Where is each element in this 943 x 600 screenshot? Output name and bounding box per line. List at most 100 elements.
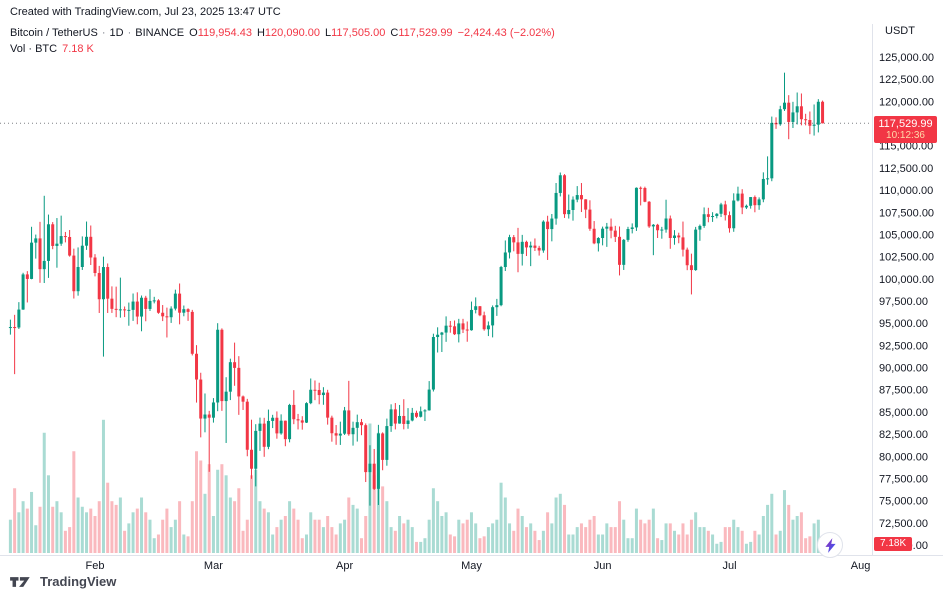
volume-bar	[491, 523, 495, 553]
volume-bar	[25, 508, 29, 553]
volume-bar	[343, 519, 347, 553]
candle-body	[457, 323, 461, 335]
volume-bar	[190, 501, 194, 553]
candle-body	[677, 235, 681, 238]
volume-label[interactable]: Vol · BTC	[10, 43, 58, 55]
candle-body	[554, 192, 558, 219]
candle-body	[182, 309, 186, 313]
candle-body	[406, 420, 410, 424]
volume-bar	[571, 534, 575, 553]
candle-body	[292, 404, 296, 420]
candle-body	[165, 316, 169, 318]
separator-dot: ·	[127, 27, 132, 39]
volume-bar	[228, 497, 232, 553]
volume-bar	[34, 525, 38, 553]
volume-bar	[72, 451, 76, 553]
candle-body	[25, 274, 29, 279]
price-tick-label: 105,000.00	[879, 230, 934, 242]
volume-bar	[596, 534, 600, 553]
candle-body	[808, 120, 812, 126]
brand-name: TradingView	[40, 574, 117, 589]
volume-bar	[448, 534, 452, 553]
volume-bar	[334, 534, 338, 553]
volume-bar	[601, 534, 605, 553]
candle-body	[427, 389, 431, 411]
volume-bar	[457, 519, 461, 553]
candle-body	[520, 241, 524, 254]
month-tick-label: Apr	[336, 560, 353, 572]
volume-bar	[182, 534, 186, 553]
candle-body	[461, 323, 465, 330]
candle-body	[618, 236, 622, 265]
volume-badge: 7.18K	[874, 537, 913, 551]
candle-body	[275, 417, 279, 434]
volume-bar	[233, 501, 237, 553]
quote-currency-label: USDT	[885, 25, 915, 37]
candle-body	[42, 260, 46, 270]
tradingview-logo-icon	[10, 576, 30, 587]
volume-bar	[647, 519, 651, 553]
volume-bar	[427, 519, 431, 553]
candle-body	[651, 224, 655, 227]
instant-trading-button[interactable]	[817, 532, 843, 558]
candle-body	[326, 392, 330, 418]
time-scale[interactable]: Feb Mar Apr May Jun Jul Aug	[86, 560, 871, 572]
candle-body	[469, 309, 473, 331]
volume-bar	[398, 516, 402, 553]
candle-body	[821, 101, 825, 124]
candle-body	[169, 308, 173, 318]
volume-bar	[89, 508, 93, 553]
volume-bar	[588, 519, 592, 553]
volume-bar	[127, 523, 131, 553]
candle-body	[719, 204, 723, 214]
volume-bar	[123, 530, 127, 553]
candle-body	[753, 197, 757, 206]
volume-bar	[330, 527, 334, 553]
volume-bar	[275, 527, 279, 553]
volume-bar	[93, 516, 97, 553]
volume-bar	[795, 516, 799, 553]
candle-body	[647, 201, 651, 227]
volume-bar	[76, 497, 80, 553]
candle-body	[343, 410, 347, 434]
volume-bar	[778, 530, 782, 553]
axes	[0, 24, 943, 556]
price-tick-label: 125,000.00	[879, 52, 934, 64]
candle-body	[706, 214, 710, 217]
price-scale[interactable]: 125,000.00122,500.00120,000.00117,500.00…	[879, 52, 934, 552]
candle-body	[250, 449, 254, 469]
candle-body	[118, 309, 122, 311]
symbol-title[interactable]: Bitcoin / TetherUS	[10, 27, 98, 39]
volume-bar	[685, 534, 689, 553]
volume-bar	[245, 519, 249, 553]
last-price-value: 117,529.99	[878, 118, 933, 130]
candle-body	[190, 311, 194, 354]
footer-brand[interactable]: TradingView	[10, 574, 116, 589]
volume-bar	[347, 497, 351, 553]
price-tick-label: 122,500.00	[879, 74, 934, 86]
volume-row: Vol · BTC 7.18 K	[10, 41, 555, 57]
volume-bar	[766, 504, 770, 553]
month-tick-label: Mar	[204, 560, 223, 572]
candle-body	[59, 236, 63, 244]
candle-body	[482, 315, 486, 330]
volume-bar	[520, 516, 524, 553]
candlestick-series	[8, 72, 825, 506]
volume-bar	[804, 538, 808, 553]
interval-label[interactable]: 1D	[109, 27, 124, 39]
chart-legend: Bitcoin / TetherUS · 1D · BINANCE O119,954.43…	[10, 25, 555, 57]
candle-body	[262, 423, 266, 447]
volume-bar	[558, 493, 562, 553]
candle-body	[135, 301, 139, 317]
candle-body	[30, 242, 34, 279]
volume-bar	[359, 538, 363, 553]
price-tick-label: 85,000.00	[879, 407, 928, 419]
candle-body	[698, 225, 702, 230]
candle-body	[288, 404, 292, 440]
candle-body	[728, 215, 731, 229]
volume-bar	[719, 541, 723, 553]
candle-body	[321, 392, 325, 396]
candle-body	[161, 312, 165, 317]
candle-body	[465, 329, 469, 331]
